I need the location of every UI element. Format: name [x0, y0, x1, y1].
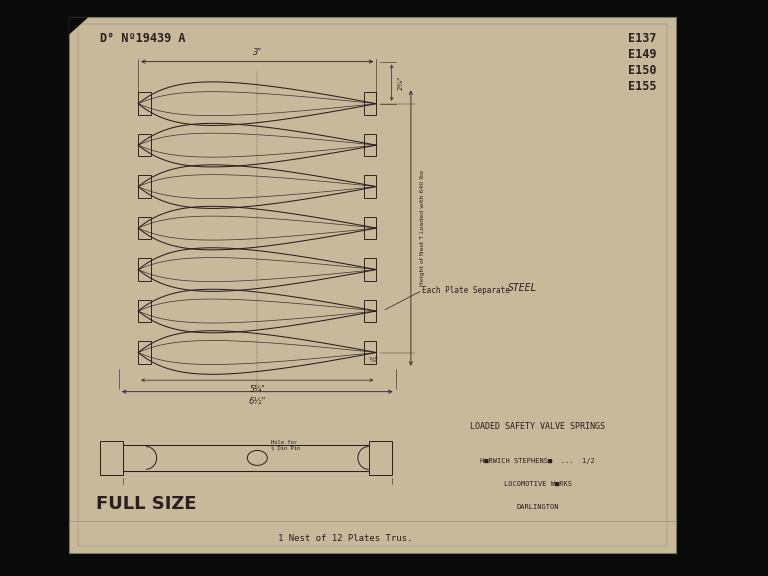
- Text: D° Nº19439 A: D° Nº19439 A: [100, 32, 185, 45]
- Bar: [123, 445, 392, 471]
- Bar: [364, 217, 376, 240]
- Bar: [138, 341, 151, 364]
- Text: H■RWICH STEPHENS■  ...  1/2: H■RWICH STEPHENS■ ... 1/2: [480, 458, 595, 464]
- Bar: [138, 300, 151, 323]
- Text: 2⅜": 2⅜": [397, 75, 403, 90]
- Text: 1 Nest of 12 Plates Trus.: 1 Nest of 12 Plates Trus.: [279, 534, 412, 543]
- Bar: [138, 92, 151, 115]
- Text: 3": 3": [253, 48, 262, 57]
- Bar: [100, 441, 123, 475]
- Circle shape: [247, 450, 267, 465]
- Text: Each Plate Separate: Each Plate Separate: [422, 286, 510, 295]
- Bar: [138, 134, 151, 157]
- Bar: [138, 217, 151, 240]
- Bar: [364, 175, 376, 198]
- Bar: [138, 258, 151, 281]
- Text: DARLINGTON: DARLINGTON: [516, 504, 559, 510]
- Bar: [138, 175, 151, 198]
- Bar: [69, 17, 676, 553]
- Bar: [364, 134, 376, 157]
- Text: 6½": 6½": [249, 397, 266, 407]
- Text: ⅜": ⅜": [369, 357, 379, 363]
- Bar: [364, 92, 376, 115]
- Text: E150: E150: [628, 64, 657, 77]
- Text: FULL SIZE: FULL SIZE: [96, 495, 197, 513]
- Text: E155: E155: [628, 80, 657, 93]
- Text: LOADED SAFETY VALVE SPRINGS: LOADED SAFETY VALVE SPRINGS: [470, 422, 605, 431]
- Bar: [369, 441, 392, 475]
- Text: Hole for
⅛ Din Pin: Hole for ⅛ Din Pin: [271, 440, 300, 451]
- Polygon shape: [69, 17, 88, 35]
- Text: LOCOMOTIVE W■RKS: LOCOMOTIVE W■RKS: [504, 481, 571, 487]
- Bar: [364, 341, 376, 364]
- Text: STEEL: STEEL: [508, 283, 537, 293]
- Text: E149: E149: [628, 48, 657, 61]
- Text: Height of Nest T Loaded with 640 lbs: Height of Nest T Loaded with 640 lbs: [420, 170, 425, 286]
- Text: 5¾": 5¾": [250, 385, 265, 394]
- Bar: [364, 258, 376, 281]
- Text: E137: E137: [628, 32, 657, 45]
- Bar: [364, 300, 376, 323]
